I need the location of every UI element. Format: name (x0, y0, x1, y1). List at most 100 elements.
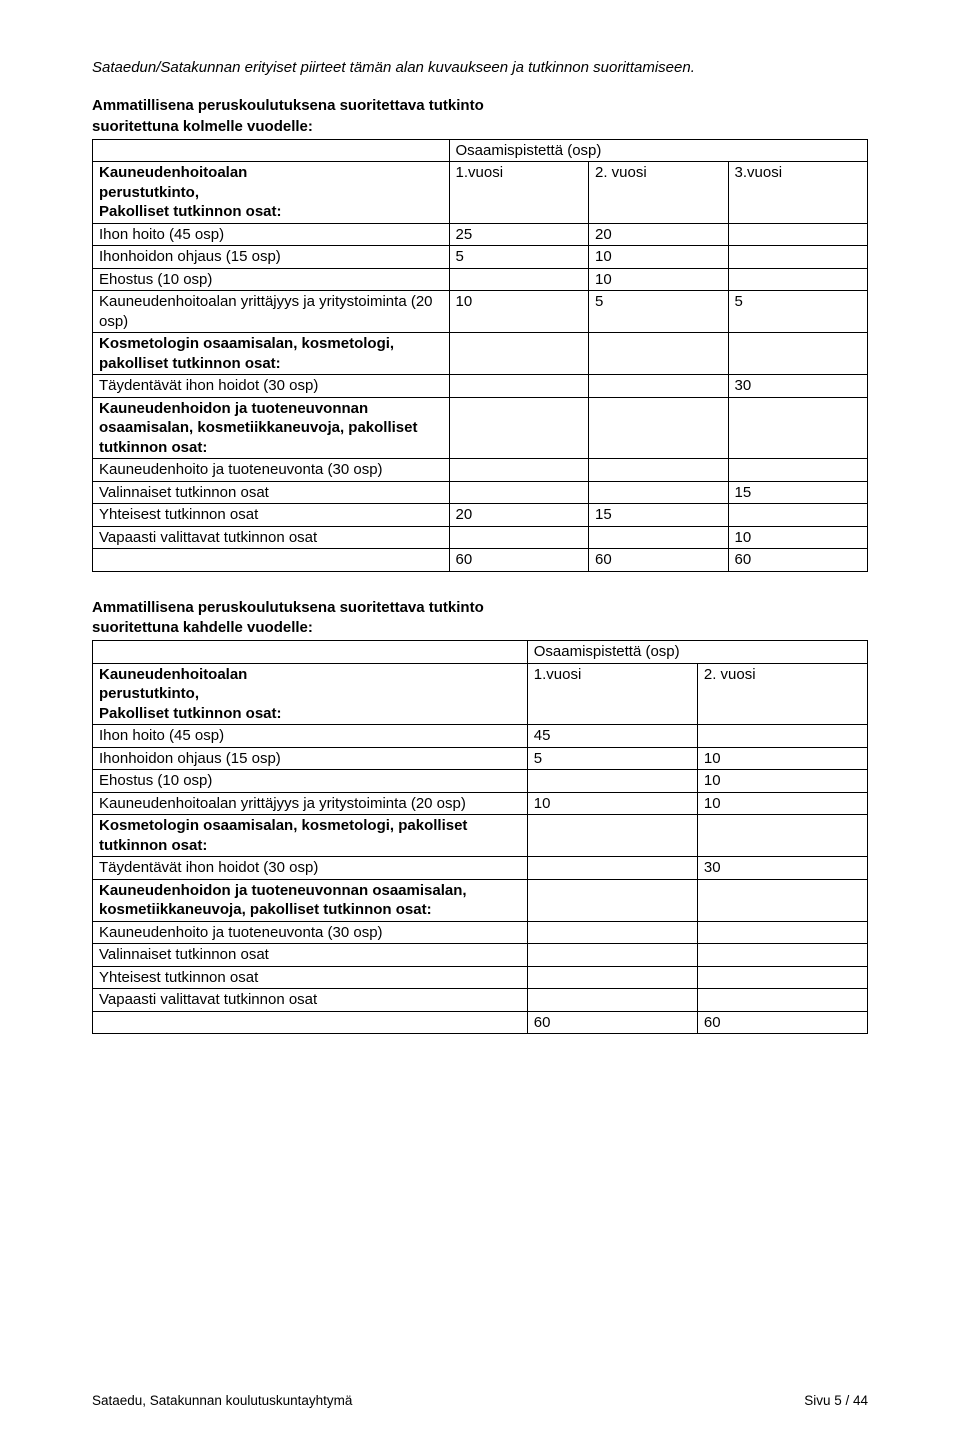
cell (589, 397, 729, 459)
cell-label: Vapaasti valittavat tutkinnon osat (93, 989, 528, 1012)
cell (527, 921, 697, 944)
table-row: Täydentävät ihon hoidot (30 osp) 30 (93, 857, 868, 880)
section2-heading-l2: suoritettuna kahdelle vuodelle: (92, 619, 313, 636)
year3-header: 3.vuosi (728, 162, 868, 224)
cell-label: Vapaasti valittavat tutkinnon osat (93, 526, 450, 549)
cell: 5 (449, 246, 589, 269)
cell-label: Kauneudenhoidon ja tuoteneuvonnan osaami… (93, 397, 450, 459)
cell-label: Valinnaiset tutkinnon osat (93, 481, 450, 504)
table-row: Kosmetologin osaamisalan, kosmetologi, p… (93, 815, 868, 857)
section2-heading: Ammatillisena peruskoulutuksena suoritet… (92, 598, 868, 639)
cell: 10 (527, 792, 697, 815)
cell-label: Täydentävät ihon hoidot (30 osp) (93, 857, 528, 880)
cell-blank (93, 139, 450, 162)
year1-header: 1.vuosi (527, 663, 697, 725)
cell (728, 504, 868, 527)
table-row: Vapaasti valittavat tutkinnon osat (93, 989, 868, 1012)
table-row: Ihonhoidon ohjaus (15 osp) 5 10 (93, 246, 868, 269)
osp-header: Osaamispistettä (osp) (449, 139, 868, 162)
cell-label: Täydentävät ihon hoidot (30 osp) (93, 375, 450, 398)
table-row: Ehostus (10 osp) 10 (93, 770, 868, 793)
section1-heading-l2: suoritettuna kolmelle vuodelle: (92, 118, 313, 135)
table-row: Ihon hoito (45 osp) 45 (93, 725, 868, 748)
year2-header: 2. vuosi (589, 162, 729, 224)
rh2-l1: Kauneudenhoitoalan (99, 666, 247, 683)
cell: 10 (449, 291, 589, 333)
table-row: Ihonhoidon ohjaus (15 osp) 5 10 (93, 747, 868, 770)
cell-label: Kauneudenhoitoalan yrittäjyys ja yrityst… (93, 291, 450, 333)
table-row: Valinnaiset tutkinnon osat 15 (93, 481, 868, 504)
table-row: Kauneudenhoidon ja tuoteneuvonnan osaami… (93, 879, 868, 921)
cell: 5 (728, 291, 868, 333)
table-row: Kauneudenhoitoalan perustutkinto, Pakoll… (93, 162, 868, 224)
cell (449, 481, 589, 504)
rh-l2: perustutkinto, (99, 184, 199, 201)
table-row: Osaamispistettä (osp) (93, 139, 868, 162)
cell (728, 223, 868, 246)
table-row: Kauneudenhoitoalan yrittäjyys ja yrityst… (93, 792, 868, 815)
cell-label: Ihonhoidon ohjaus (15 osp) (93, 246, 450, 269)
table-row: Kauneudenhoitoalan yrittäjyys ja yrityst… (93, 291, 868, 333)
cell (697, 944, 867, 967)
cell: 60 (527, 1011, 697, 1034)
cell (589, 481, 729, 504)
section1-heading-l1: Ammatillisena peruskoulutuksena suoritet… (92, 97, 484, 114)
cell (728, 397, 868, 459)
cell (449, 333, 589, 375)
cell (449, 375, 589, 398)
footer-right: Sivu 5 / 44 (804, 1393, 868, 1408)
table-row: Ehostus (10 osp) 10 (93, 268, 868, 291)
cell: 60 (589, 549, 729, 572)
cell-blank (93, 641, 528, 664)
cell (728, 333, 868, 375)
cell-label: Ihon hoito (45 osp) (93, 223, 450, 246)
cell: 5 (527, 747, 697, 770)
cell-label: Ehostus (10 osp) (93, 770, 528, 793)
cell (449, 397, 589, 459)
rh-l3: Pakolliset tutkinnon osat: (99, 203, 282, 220)
cell (449, 526, 589, 549)
cell (449, 459, 589, 482)
footer-left: Sataedu, Satakunnan koulutuskuntayhtymä (92, 1393, 352, 1408)
cell: 30 (728, 375, 868, 398)
osp-header: Osaamispistettä (osp) (527, 641, 867, 664)
table-row: Ihon hoito (45 osp) 25 20 (93, 223, 868, 246)
table-row: Kauneudenhoidon ja tuoteneuvonnan osaami… (93, 397, 868, 459)
cell (697, 879, 867, 921)
cell (527, 770, 697, 793)
cell: 10 (728, 526, 868, 549)
section1-heading: Ammatillisena peruskoulutuksena suoritet… (92, 96, 868, 137)
cell: 15 (728, 481, 868, 504)
table-row: Yhteisest tutkinnon osat 20 15 (93, 504, 868, 527)
cell-label: Yhteisest tutkinnon osat (93, 966, 528, 989)
table-row: Kauneudenhoitoalan perustutkinto, Pakoll… (93, 663, 868, 725)
cell: 10 (589, 268, 729, 291)
cell (449, 268, 589, 291)
cell-blank (93, 549, 450, 572)
table-3year: Osaamispistettä (osp) Kauneudenhoitoalan… (92, 139, 868, 572)
rh2-l2: perustutkinto, (99, 685, 199, 702)
cell: 10 (697, 747, 867, 770)
cell (728, 246, 868, 269)
cell: 60 (728, 549, 868, 572)
cell (697, 921, 867, 944)
cell: 10 (589, 246, 729, 269)
year1-header: 1.vuosi (449, 162, 589, 224)
cell-label: Yhteisest tutkinnon osat (93, 504, 450, 527)
cell-label: Kauneudenhoito ja tuoteneuvonta (30 osp) (93, 459, 450, 482)
table-row: Osaamispistettä (osp) (93, 641, 868, 664)
cell (589, 526, 729, 549)
cell (589, 375, 729, 398)
cell (527, 879, 697, 921)
cell (527, 857, 697, 880)
cell-label: Kauneudenhoidon ja tuoteneuvonnan osaami… (93, 879, 528, 921)
intro-text: Sataedun/Satakunnan erityiset piirteet t… (92, 58, 868, 78)
table-2year: Osaamispistettä (osp) Kauneudenhoitoalan… (92, 640, 868, 1034)
cell: 15 (589, 504, 729, 527)
table-row: Kauneudenhoito ja tuoteneuvonta (30 osp) (93, 459, 868, 482)
cell: 20 (449, 504, 589, 527)
table-row: Kauneudenhoito ja tuoteneuvonta (30 osp) (93, 921, 868, 944)
cell-label: Ihonhoidon ohjaus (15 osp) (93, 747, 528, 770)
cell (527, 815, 697, 857)
cell-label: Kauneudenhoitoalan yrittäjyys ja yrityst… (93, 792, 528, 815)
